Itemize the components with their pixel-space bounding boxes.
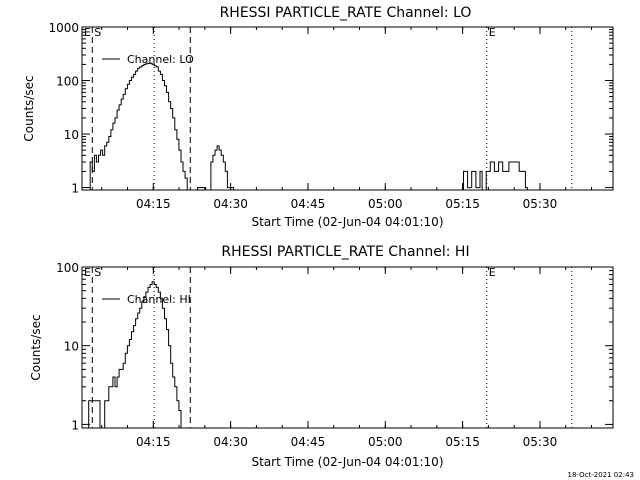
panel-1-series-0-segment-3 [461,170,483,191]
panel-1-x-tick-label-4: 05:15 [445,197,480,211]
panel-2-marker-label-0: S [94,266,101,279]
panel-2-x-tick-label-4: 05:15 [445,435,480,449]
panel-1-corner-label: E [84,26,91,39]
timestamp-footer: 18-Oct-2021 02:43 [567,471,634,479]
panel-2-x-tick-label-3: 05:00 [368,435,403,449]
panel-2-plot-frame [81,266,614,429]
panel-2-y-tick-label-2: 100 [56,261,79,275]
panel-2-corner-label: E [84,266,91,279]
panel-1-y-tick-label-1: 10 [64,128,79,142]
panel-1-x-tick-label-0: 04:15 [136,197,171,211]
panel-1-series-0-segment-0 [88,62,188,191]
panel-2-x-tick-label-2: 04:45 [291,435,326,449]
panel-1-x-tick-label-2: 04:45 [291,197,326,211]
panel-1-y-tick-label-2: 100 [56,75,79,89]
panel-1-marker-label-3: E [489,26,496,39]
panel-2-x-axis-label: Start Time (02-Jun-04 04:01:10) [252,455,444,469]
panel-2-marker-label-3: E [489,266,496,279]
panel-1-plot-frame [81,26,614,191]
panel-1-y-tick-label-0: 1 [71,182,79,196]
panel-1-x-tick-label-1: 04:30 [213,197,248,211]
panel-2-y-tick-label-0: 1 [71,418,79,432]
panel-2-series-0-segment-0 [87,400,101,429]
panel-1-legend-label: Channel: LO [127,53,194,66]
panel-1-marker-label-0: S [94,26,101,39]
panel-2-x-tick-label-0: 04:15 [136,435,171,449]
panel-1-x-tick-label-5: 05:30 [523,197,558,211]
panel-2-x-tick-label-1: 04:30 [213,435,248,449]
panel-2-x-tick-label-5: 05:30 [523,435,558,449]
panel-1-series-0-segment-2 [208,145,235,191]
panel-1-x-axis-label: Start Time (02-Jun-04 04:01:10) [252,215,444,229]
panel-1-y-tick-label-3: 1000 [48,21,79,35]
panel-2-y-axis-label: Counts/sec [29,314,43,380]
panel-1-series-0-segment-4 [484,161,528,191]
panel-2-y-tick-label-1: 10 [64,340,79,354]
panel-1-chart-title: RHESSI PARTICLE_RATE Channel: LO [220,5,472,21]
panel-2-chart-title: RHESSI PARTICLE_RATE Channel: HI [221,244,469,260]
panel-1-x-tick-label-3: 05:00 [368,197,403,211]
panel-1-series-0-segment-1 [195,187,207,191]
panel-2-legend-label: Channel: HI [127,293,191,306]
panel-1-y-axis-label: Counts/sec [22,75,36,141]
panel-2-series-0-segment-1 [102,281,182,429]
